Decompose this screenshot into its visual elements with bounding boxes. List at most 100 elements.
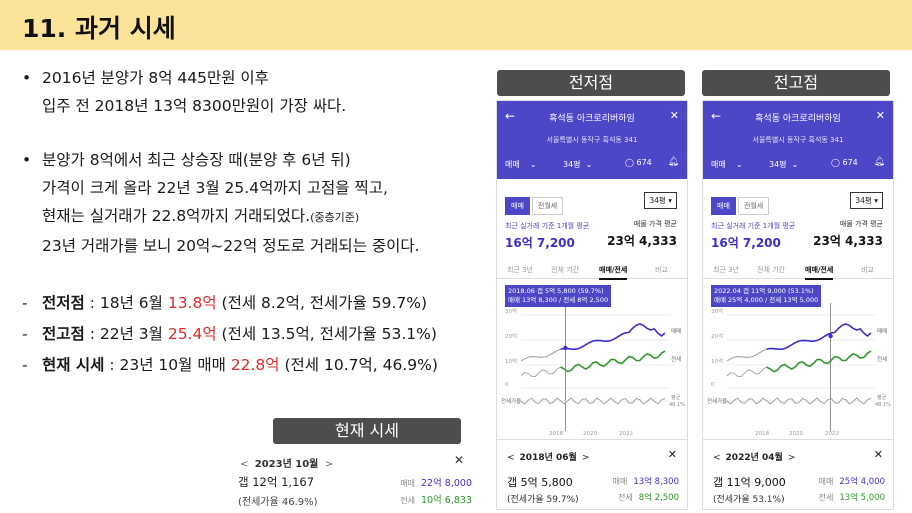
- tab-all-period[interactable]: 전체 기간: [757, 266, 785, 274]
- tab-compare[interactable]: 비교: [655, 266, 668, 274]
- bell-icon[interactable]: 🔔︎: [873, 157, 885, 167]
- next-month-icon[interactable]: >: [787, 453, 796, 463]
- bullet-presale-line2: 입주 전 2018년 13억 8300만원이 가장 싸다.: [42, 97, 347, 115]
- title-bar: 11. 과거 시세: [0, 0, 912, 50]
- rate-series: [726, 397, 872, 405]
- x-tick-label: 2018: [755, 431, 769, 437]
- marker-point: [563, 345, 568, 351]
- gap-value: 갭 11억 9,000: [713, 476, 786, 489]
- tab-sale[interactable]: 매매: [711, 197, 736, 215]
- bullet-presale: • 2016년 분양가 8억 445만원 이후: [22, 69, 269, 87]
- rate-value: (전세가율 59.7%): [507, 495, 579, 505]
- y-tick-label: 0: [505, 382, 509, 388]
- bullet-trend-line1: 분양가 8억에서 최근 상승장 때(분양 후 6년 뒤): [42, 151, 351, 169]
- chart-tabs: 최근 3년 전체 기간 매매/전세 비교: [703, 261, 893, 280]
- high-point-label: 전고점: [702, 70, 890, 96]
- rate-value: (전세가율 53.1%): [713, 495, 785, 505]
- comment-count[interactable]: ◯ 674: [625, 158, 652, 167]
- deal-type-select[interactable]: 매매 ⌄: [505, 160, 537, 169]
- tab-rent[interactable]: 전월세: [737, 197, 770, 215]
- x-tick-label: 2020: [789, 431, 803, 437]
- legend-jeonse: 전세: [671, 355, 681, 363]
- rate-avg-label: 평균: [877, 394, 887, 401]
- back-arrow-icon[interactable]: ←: [711, 109, 722, 123]
- apt-address: 서울특별시 동작구 흑석동 341: [546, 136, 638, 144]
- bell-icon[interactable]: 🔔︎: [667, 157, 679, 167]
- recent-avg-label: 최근 실거래 기준 1개월 평균: [711, 222, 796, 230]
- tab-compare[interactable]: 비교: [861, 266, 874, 274]
- bullet-trend-line4: 23년 거래가를 보니 20억~22억 정도로 거래되는 중이다.: [42, 237, 420, 255]
- chart-tooltip: 2022.04 갭 11억 9,000 (53.1%) 매매 25억 4,000 …: [711, 285, 822, 307]
- jeonse-series: [766, 350, 872, 373]
- low-point-label: 전저점: [497, 70, 685, 96]
- close-icon[interactable]: ✕: [667, 448, 677, 461]
- tab-all-period[interactable]: 전체 기간: [551, 266, 579, 274]
- current-price-label: 현재 시세: [273, 418, 461, 444]
- back-arrow-icon[interactable]: ←: [505, 109, 516, 123]
- sale-value: 매매 25억 4,000: [818, 477, 885, 487]
- jeonse-series-early: [520, 366, 561, 378]
- deal-tabs: 매매 전월세: [505, 193, 565, 215]
- bullet-trend: • 분양가 8억에서 최근 상승장 때(분양 후 6년 뒤): [22, 151, 351, 169]
- current-price-card: < 2023년 10월 > ✕ 갭 12억 1,167 (전세가율 46.9%)…: [238, 453, 472, 508]
- legend-jeonse: 전세: [877, 355, 887, 363]
- jeonse-series: [560, 350, 666, 373]
- phone-high: ← 흑석동 아크로리버하임 ✕ 서울특별시 동작구 흑석동 341 매매 ⌄ 3…: [702, 100, 894, 510]
- size-select[interactable]: 34평 ⌄: [769, 160, 799, 169]
- deal-type-select[interactable]: 매매 ⌄: [711, 160, 743, 169]
- y-tick-label: 10억: [505, 357, 517, 365]
- jeonse-value: 전세 8억 2,500: [618, 493, 679, 503]
- prev-month-icon[interactable]: <: [713, 453, 721, 463]
- legend-sale: 매매: [671, 327, 681, 335]
- recent-avg-value: 16억 7,200: [505, 236, 575, 250]
- bullet-trend-line3: 현재는 실거래가 22.8억까지 거래되었다.(중층기준): [42, 207, 360, 225]
- comment-count[interactable]: ◯ 674: [831, 158, 858, 167]
- app-header: ← 흑석동 아크로리버하임 ✕ 서울특별시 동작구 흑석동 341 매매 ⌄ 3…: [703, 101, 893, 179]
- close-icon[interactable]: ✕: [669, 109, 679, 122]
- prev-month-icon[interactable]: <: [507, 453, 515, 463]
- x-tick-label: 2022: [825, 431, 839, 437]
- recent-avg-value: 16억 7,200: [711, 236, 781, 250]
- deal-tabs: 매매 전월세: [711, 193, 771, 215]
- size-select[interactable]: 34평 ⌄: [563, 160, 593, 169]
- ask-avg-value: 23억 4,333: [607, 234, 677, 248]
- y-tick-label: 30억: [711, 307, 723, 315]
- ask-avg-label: 매물 가격 평균: [839, 220, 883, 228]
- tab-sale-jeonse[interactable]: 매매/전세: [805, 265, 834, 280]
- rate-avg-value: 48.1%: [669, 402, 685, 408]
- legend-sale: 매매: [877, 327, 887, 335]
- apt-name: 흑석동 아크로리버하임: [755, 114, 841, 124]
- comment-icon: ◯: [625, 158, 634, 167]
- x-tick-label: 2018: [549, 431, 563, 437]
- current-sale: 매매 22억 8,000: [400, 478, 472, 489]
- apt-address: 서울특별시 동작구 흑석동 341: [752, 136, 844, 144]
- sale-series: [560, 323, 666, 351]
- pyeong-select[interactable]: 34평 ▾: [644, 192, 677, 209]
- month-detail: <2022년 04월 > ✕ 갭 11억 9,000 (전세가율 53.1%) 매…: [703, 439, 893, 509]
- sale-series-early: [726, 348, 767, 362]
- summary-high: - 전고점 : 22년 3월 25.4억 (전세 13.5억, 전세가율 53.…: [22, 325, 437, 343]
- sale-series-early: [520, 348, 561, 362]
- next-month-icon[interactable]: >: [324, 459, 334, 470]
- chart-tooltip: 2018.06 갭 5억 5,800 (59.7%) 매매 13억 8,300 /…: [505, 285, 612, 307]
- close-icon[interactable]: ✕: [453, 453, 464, 467]
- tab-sale-jeonse[interactable]: 매매/전세: [599, 265, 628, 280]
- pyeong-select[interactable]: 34평 ▾: [850, 192, 883, 209]
- rate-label: 전세가율: [501, 397, 521, 405]
- tab-recent-3y[interactable]: 최근 3년: [713, 266, 739, 274]
- close-icon[interactable]: ✕: [875, 109, 885, 122]
- next-month-icon[interactable]: >: [581, 453, 590, 463]
- rate-avg-value: 48.1%: [875, 402, 891, 408]
- bullet-trend-line2: 가격이 크게 올라 22년 3월 25.4억까지 고점을 찍고,: [42, 179, 388, 197]
- recent-avg-label: 최근 실거래 기준 1개월 평균: [505, 222, 590, 230]
- sale-series: [766, 323, 872, 351]
- summary-current: - 현재 시세 : 23년 10월 매매 22.8억 (전세 10.7억, 46…: [22, 356, 438, 374]
- page-title: 11. 과거 시세: [22, 14, 176, 43]
- tab-recent-3y[interactable]: 최근 3년: [507, 266, 533, 274]
- tab-rent[interactable]: 전월세: [531, 197, 564, 215]
- close-icon[interactable]: ✕: [873, 448, 883, 461]
- prev-month-icon[interactable]: <: [240, 459, 249, 470]
- tab-sale[interactable]: 매매: [505, 197, 530, 215]
